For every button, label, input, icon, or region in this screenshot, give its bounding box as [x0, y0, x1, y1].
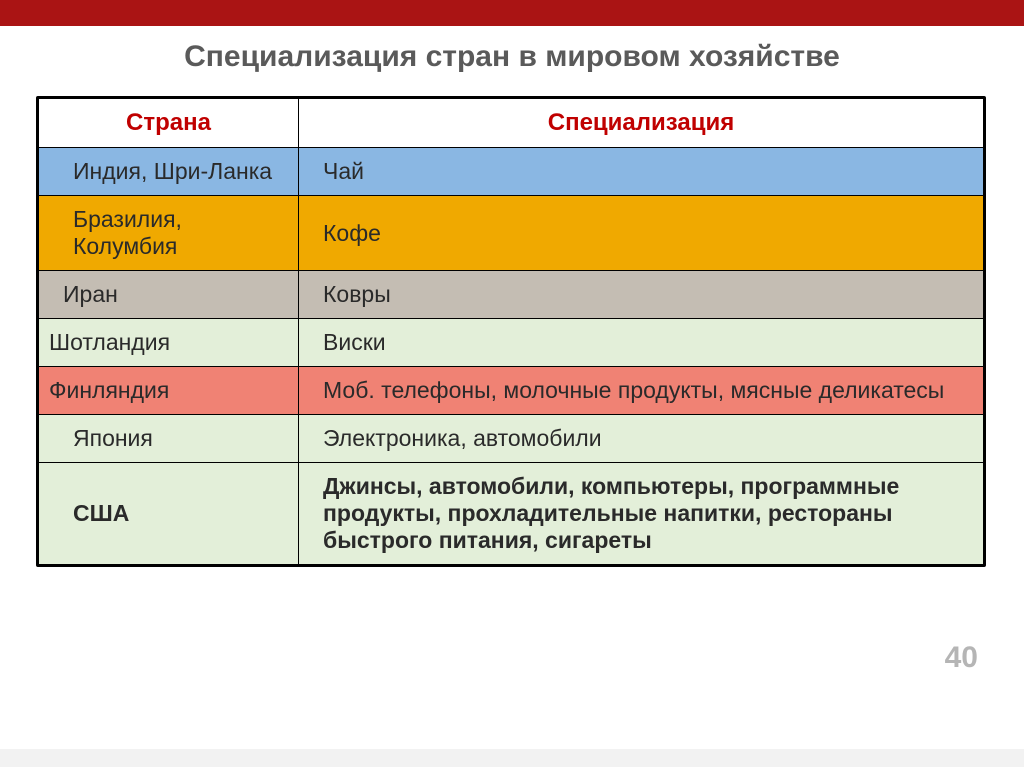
slide: Специализация стран в мировом хозяйстве … [0, 0, 1024, 767]
table-row: Япония Электроника, автомобили [39, 415, 984, 463]
table-row: Индия, Шри-Ланка Чай [39, 148, 984, 196]
cell-spec: Ковры [299, 271, 984, 319]
slide-number: 40 [945, 641, 978, 675]
cell-country: Бразилия, Колумбия [39, 196, 299, 271]
cell-country: Индия, Шри-Ланка [39, 148, 299, 196]
cell-spec: Чай [299, 148, 984, 196]
cell-country: Япония [39, 415, 299, 463]
table-row: Шотландия Виски [39, 319, 984, 367]
cell-country: США [39, 463, 299, 565]
cell-spec: Моб. телефоны, молочные продукты, мясные… [299, 367, 984, 415]
page-title: Специализация стран в мировом хозяйстве [0, 40, 1024, 74]
cell-country: Иран [39, 271, 299, 319]
table-header-row: Страна Специализация [39, 99, 984, 148]
cell-spec: Виски [299, 319, 984, 367]
specialization-table: Страна Специализация Индия, Шри-Ланка Ча… [38, 98, 984, 565]
cell-country: Шотландия [39, 319, 299, 367]
bottom-strip [0, 749, 1024, 767]
header-country: Страна [39, 99, 299, 148]
table-row: Финляндия Моб. телефоны, молочные продук… [39, 367, 984, 415]
specialization-table-wrap: Страна Специализация Индия, Шри-Ланка Ча… [36, 96, 986, 567]
top-accent-bar [0, 0, 1024, 26]
table-row: США Джинсы, автомобили, компьютеры, прог… [39, 463, 984, 565]
cell-spec: Электроника, автомобили [299, 415, 984, 463]
table-row: Бразилия, Колумбия Кофе [39, 196, 984, 271]
table-body: Индия, Шри-Ланка Чай Бразилия, Колумбия … [39, 148, 984, 565]
table-row: Иран Ковры [39, 271, 984, 319]
cell-spec: Джинсы, автомобили, компьютеры, программ… [299, 463, 984, 565]
cell-country: Финляндия [39, 367, 299, 415]
header-spec: Специализация [299, 99, 984, 148]
cell-spec: Кофе [299, 196, 984, 271]
